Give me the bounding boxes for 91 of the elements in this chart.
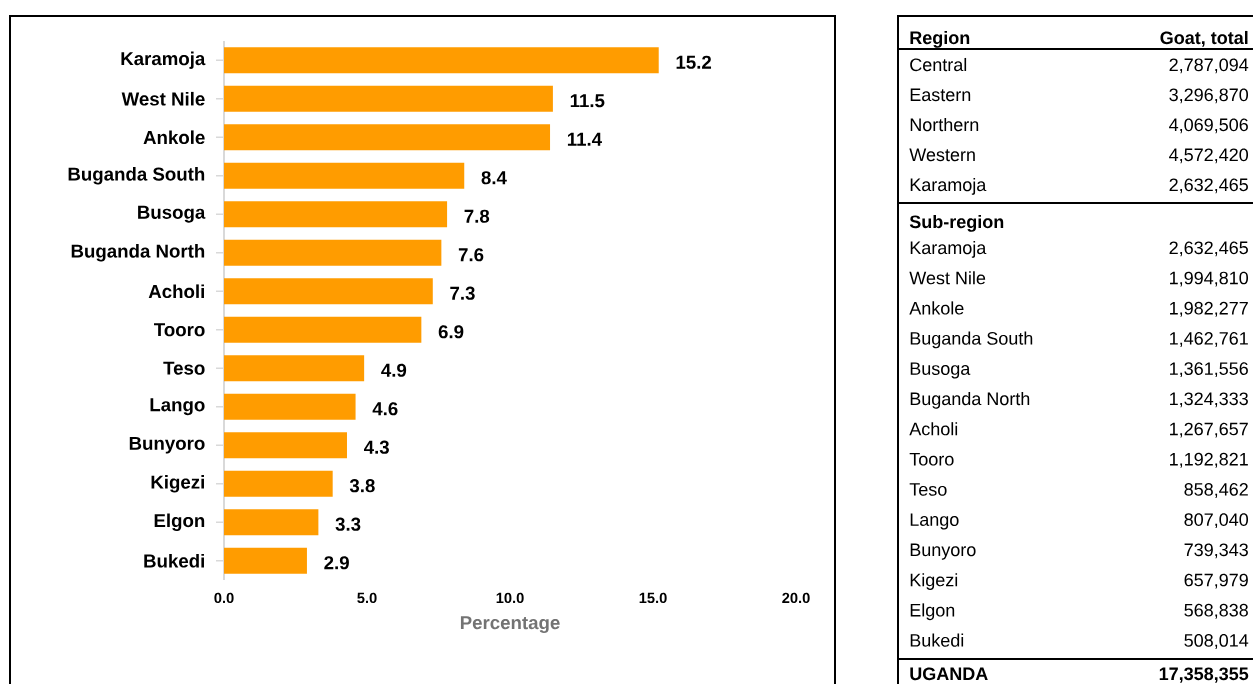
text: 17,358,355 xyxy=(1159,667,1249,683)
y-tick-label: West Nile xyxy=(121,91,205,106)
text: West Nile xyxy=(909,271,986,285)
text: Elgon xyxy=(910,603,955,621)
bar xyxy=(224,85,553,112)
bar xyxy=(224,124,551,151)
text: Goat, total xyxy=(1160,30,1248,47)
text: 4,572,420 xyxy=(1169,148,1249,164)
x-tick-label: 15.0 xyxy=(639,592,667,604)
data-label: 7.3 xyxy=(450,286,475,300)
text: 508,014 xyxy=(1184,634,1249,649)
text: Ankole xyxy=(909,301,964,315)
text: Karamoja xyxy=(910,240,987,258)
text: 657,979 xyxy=(1184,573,1248,589)
text: Northern xyxy=(910,117,979,132)
text: Tooro xyxy=(909,453,954,466)
bar xyxy=(224,239,442,266)
text: 2,632,465 xyxy=(1169,241,1248,257)
x-axis-title: Percentage xyxy=(460,616,560,634)
text: 858,462 xyxy=(1184,483,1248,498)
text: Bunyoro xyxy=(910,543,976,560)
bar xyxy=(224,470,333,497)
bar xyxy=(224,393,356,420)
text: 807,040 xyxy=(1184,513,1249,529)
data-label: 8.4 xyxy=(481,171,507,185)
text: 1,994,810 xyxy=(1170,271,1249,287)
x-tick-label: 20.0 xyxy=(782,592,810,604)
text: 1,361,556 xyxy=(1170,362,1248,378)
bar xyxy=(224,509,319,536)
bar xyxy=(224,278,433,305)
text: 1,324,333 xyxy=(1170,392,1248,408)
data-label: 2.9 xyxy=(324,556,349,570)
y-tick-label: Buganda South xyxy=(68,167,205,185)
x-tick-label: 10.0 xyxy=(496,592,524,604)
y-tick-label: Karamoja xyxy=(121,51,206,69)
text: Acholi xyxy=(909,422,958,436)
text: 739,343 xyxy=(1184,543,1248,559)
text: Karamoja xyxy=(910,177,987,195)
data-label: 15.2 xyxy=(676,55,712,69)
text: 3,296,870 xyxy=(1169,88,1249,104)
text: 1,982,277 xyxy=(1170,301,1248,317)
text: 2,632,465 xyxy=(1169,178,1248,194)
data-label: 4.6 xyxy=(372,402,398,416)
bar xyxy=(224,316,422,343)
text: Western xyxy=(909,148,975,162)
text: Buganda South xyxy=(910,331,1033,349)
y-tick-label: Buganda North xyxy=(71,244,205,262)
text: 2,787,094 xyxy=(1169,58,1249,74)
data-label: 3.3 xyxy=(335,517,361,531)
data-label: 7.6 xyxy=(458,248,484,262)
text: 4,069,506 xyxy=(1169,118,1248,134)
text: 568,838 xyxy=(1184,603,1248,619)
text: 1,267,657 xyxy=(1170,422,1248,438)
text: Eastern xyxy=(910,88,971,102)
y-tick-label: Ankole xyxy=(143,130,205,145)
data-label: 4.3 xyxy=(363,440,389,454)
y-tick-label: Tooro xyxy=(154,323,205,337)
x-tick-label: 0.0 xyxy=(214,592,234,604)
data-label: 7.8 xyxy=(464,209,490,223)
y-tick-label: Elgon xyxy=(154,513,205,531)
bar xyxy=(224,47,659,74)
text: 1,192,821 xyxy=(1170,452,1248,468)
bar xyxy=(224,547,307,574)
bar xyxy=(224,432,347,459)
bar xyxy=(224,355,365,382)
text: Buganda North xyxy=(910,391,1030,409)
y-tick-label: Kigezi xyxy=(151,475,204,493)
y-tick-label: Teso xyxy=(163,361,205,375)
text: Kigezi xyxy=(910,573,958,590)
text: Region xyxy=(910,30,970,48)
y-tick-label: Lango xyxy=(150,398,205,416)
bar xyxy=(224,201,448,228)
text: Lango xyxy=(910,513,959,530)
data-label: 11.5 xyxy=(570,94,605,108)
text: Busoga xyxy=(910,362,971,379)
y-tick-label: Bunyoro xyxy=(129,436,205,454)
text: 1,462,761 xyxy=(1170,332,1248,347)
y-tick-label: Bukedi xyxy=(144,553,204,568)
data-label: 6.9 xyxy=(438,325,464,339)
text: Bukedi xyxy=(910,633,964,647)
bar xyxy=(224,162,465,189)
data-label: 4.9 xyxy=(381,363,407,377)
text: Sub-region xyxy=(909,214,1004,232)
y-tick-label: Acholi xyxy=(148,284,204,299)
text: UGANDA xyxy=(910,667,988,681)
x-tick-label: 5.0 xyxy=(357,592,377,604)
data-label: 3.8 xyxy=(349,479,375,493)
y-tick-label: Busoga xyxy=(138,205,206,223)
data-label: 11.4 xyxy=(567,132,602,146)
text: Central xyxy=(910,57,967,72)
text: Teso xyxy=(909,483,947,496)
